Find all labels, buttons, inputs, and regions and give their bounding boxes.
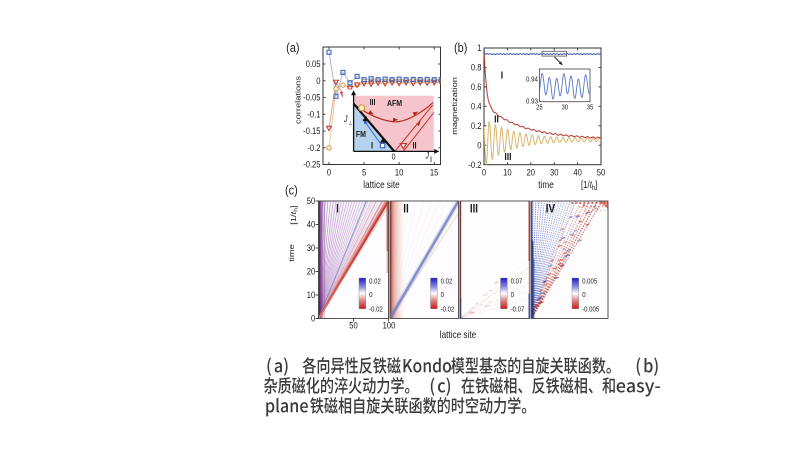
svg-text:0.05: 0.05	[306, 58, 321, 69]
svg-text:lattice site: lattice site	[363, 179, 399, 190]
svg-text:[1/th]: [1/th]	[289, 205, 299, 224]
svg-text:-0.02: -0.02	[369, 306, 383, 314]
svg-text:50: 50	[597, 167, 606, 178]
svg-text:20: 20	[527, 167, 536, 178]
svg-text:-0.005: -0.005	[582, 306, 599, 314]
svg-text:50: 50	[307, 195, 316, 206]
svg-text:0.005: 0.005	[582, 278, 597, 286]
svg-text:0.07: 0.07	[511, 278, 523, 286]
svg-text:lattice site: lattice site	[440, 329, 476, 340]
svg-text:time: time	[538, 179, 553, 190]
svg-text:IV: IV	[546, 203, 556, 216]
svg-text:10: 10	[307, 289, 316, 300]
svg-text:10: 10	[395, 167, 404, 178]
svg-text:20: 20	[307, 266, 316, 277]
svg-text:40: 40	[307, 219, 316, 230]
svg-text:-0.2: -0.2	[307, 142, 320, 153]
svg-text:0.02: 0.02	[441, 278, 453, 286]
svg-text:0.93: 0.93	[526, 98, 538, 106]
svg-text:I: I	[501, 70, 504, 82]
svg-text:15: 15	[430, 167, 439, 178]
svg-text:100: 100	[383, 320, 396, 331]
svg-text:35: 35	[587, 104, 594, 112]
svg-text:III: III	[470, 203, 478, 216]
svg-text:-0.25: -0.25	[303, 159, 321, 170]
svg-text:0: 0	[441, 291, 445, 299]
svg-text:III: III	[504, 151, 511, 163]
svg-text:magnetization: magnetization	[450, 77, 459, 135]
svg-text:III: III	[370, 97, 376, 107]
svg-text:[1/th]: [1/th]	[581, 179, 597, 192]
svg-text:∥: ∥	[430, 157, 432, 164]
svg-text:(a): (a)	[286, 40, 299, 55]
svg-text:0: 0	[477, 140, 481, 151]
svg-text:0: 0	[392, 152, 396, 162]
svg-text:II: II	[412, 141, 416, 151]
svg-text:30: 30	[550, 167, 559, 178]
svg-text:II: II	[494, 114, 499, 126]
svg-text:1: 1	[477, 42, 481, 53]
svg-text:-0.15: -0.15	[303, 125, 321, 136]
svg-text:10: 10	[503, 167, 512, 178]
svg-text:II: II	[403, 203, 408, 216]
svg-text:-0.02: -0.02	[441, 306, 455, 314]
svg-text:0: 0	[311, 313, 315, 324]
svg-text:0: 0	[316, 75, 320, 86]
svg-text:-0.2: -0.2	[468, 159, 481, 170]
svg-text:40: 40	[573, 167, 582, 178]
svg-text:0: 0	[327, 167, 331, 178]
svg-text:0: 0	[582, 291, 586, 299]
svg-text:5: 5	[362, 167, 366, 178]
svg-text:(b): (b)	[454, 40, 467, 55]
svg-text:50: 50	[349, 320, 358, 331]
svg-text:⊥: ⊥	[349, 121, 353, 128]
svg-text:0: 0	[482, 167, 486, 178]
svg-text:-0.07: -0.07	[511, 306, 525, 314]
svg-text:0.4: 0.4	[471, 101, 482, 112]
svg-text:0: 0	[511, 291, 515, 299]
svg-text:0.02: 0.02	[369, 278, 381, 286]
svg-text:25: 25	[536, 104, 543, 112]
svg-text:I: I	[336, 203, 339, 216]
svg-text:0: 0	[369, 291, 373, 299]
svg-text:AFM: AFM	[387, 98, 402, 108]
svg-text:30: 30	[561, 104, 568, 112]
svg-text:correlations: correlations	[294, 76, 303, 124]
svg-text:FM: FM	[356, 129, 366, 139]
svg-text:-0.05: -0.05	[303, 92, 321, 103]
svg-text:J: J	[343, 114, 348, 124]
svg-text:-0.1: -0.1	[307, 109, 320, 120]
svg-text:0.94: 0.94	[526, 76, 538, 84]
svg-text:(c): (c)	[285, 182, 298, 197]
svg-text:time: time	[287, 244, 296, 262]
svg-text:0.6: 0.6	[471, 81, 482, 92]
svg-text:0.2: 0.2	[471, 120, 482, 131]
svg-text:J: J	[425, 151, 430, 161]
svg-text:I: I	[371, 141, 373, 151]
svg-text:30: 30	[307, 242, 316, 253]
svg-text:0.8: 0.8	[471, 62, 482, 73]
